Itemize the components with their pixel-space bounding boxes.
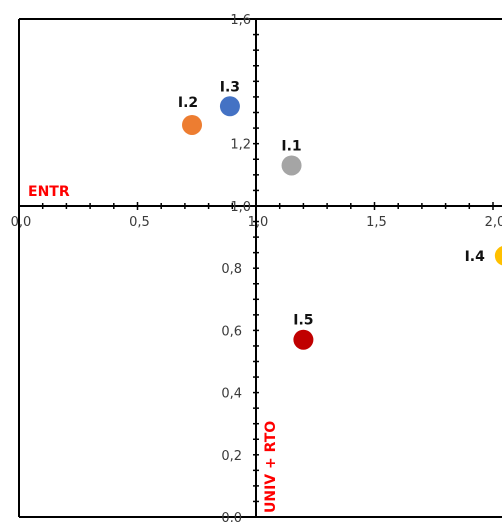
y-lower-tick-label: 0,0	[221, 511, 242, 522]
data-point	[293, 329, 314, 350]
data-point	[494, 246, 502, 266]
y-lower-tick-label: 0,4	[221, 387, 242, 402]
data-point-label: I.2	[178, 95, 198, 111]
y-upper-tick-label: 1,0	[230, 200, 251, 215]
y-lower-tick-label: 0,2	[221, 449, 242, 464]
y-lower-tick-label: 0,8	[221, 262, 242, 277]
y-upper-tick-label: 1,6	[230, 13, 251, 28]
data-point-label: I.1	[281, 138, 301, 154]
data-point-label: I.3	[220, 79, 240, 95]
x-tick-label: 0,0	[11, 215, 32, 230]
data-points	[182, 96, 502, 350]
data-point	[281, 155, 302, 176]
y-lower-tick-label: 0,6	[221, 324, 242, 339]
data-point	[182, 114, 203, 135]
chart-frame	[18, 18, 502, 518]
data-point	[219, 96, 240, 117]
x-tick-label: 1,5	[366, 215, 387, 230]
chart-labels: 0,0 0,5 1,0 1,5 2,0 1,0 1,2 1,6 0,0 0,2 0,4 0,6 0,8 E…	[11, 13, 502, 522]
entr-axis-name: ENTR	[28, 184, 70, 200]
data-point-label: I.4	[465, 249, 486, 265]
data-point-label: I.5	[293, 313, 313, 329]
y-upper-tick-label: 1,2	[230, 138, 251, 153]
x-tick-label: 0,5	[129, 215, 150, 230]
axis-ticks	[18, 18, 494, 518]
univ-rto-axis-name: UNIV + RTO	[263, 421, 279, 513]
x-tick-label: 2,0	[485, 215, 502, 230]
x-tick-label: 1,0	[248, 215, 269, 230]
